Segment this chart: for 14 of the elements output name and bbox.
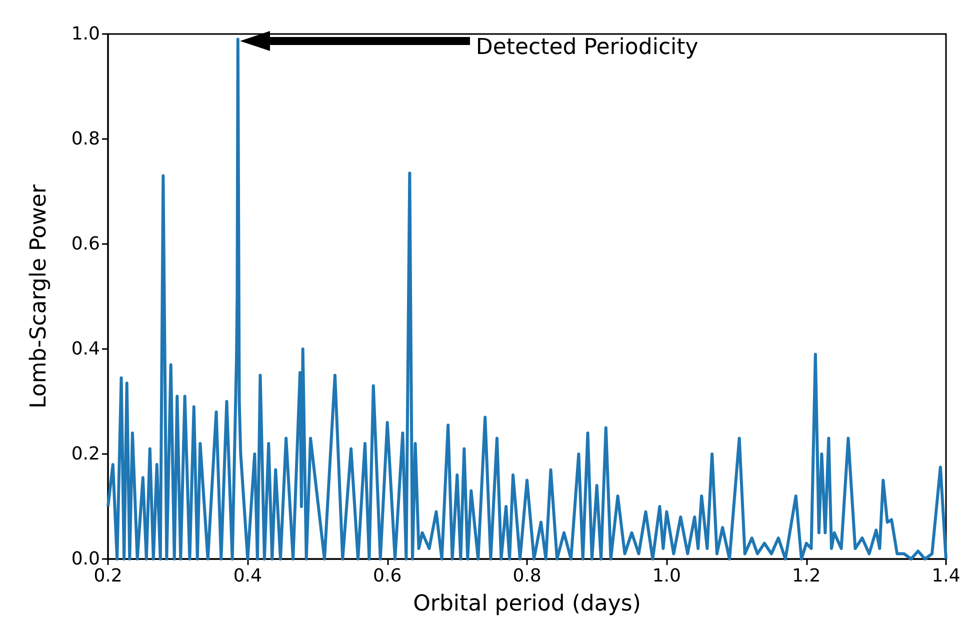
x-axis-title: Orbital period (days) [413, 592, 641, 616]
x-tick-label: 1.4 [932, 566, 960, 586]
x-tick-label: 1.2 [792, 566, 821, 586]
y-tick-label: 0.2 [71, 444, 100, 464]
x-tick-label: 0.8 [512, 566, 542, 586]
y-axis-title: Lomb-Scargle Power [26, 184, 52, 408]
x-tick-label: 0.4 [233, 566, 262, 586]
y-tick-label: 1.0 [71, 24, 100, 44]
annotation: Detected Periodicity [476, 35, 698, 60]
y-tick-label: 0.8 [71, 128, 100, 150]
y-tick-label: 0.6 [71, 234, 100, 254]
y-tick-label: 0.4 [71, 338, 100, 360]
x-tick-label: 0.6 [373, 566, 402, 586]
x-tick-label: 1.0 [652, 566, 681, 586]
